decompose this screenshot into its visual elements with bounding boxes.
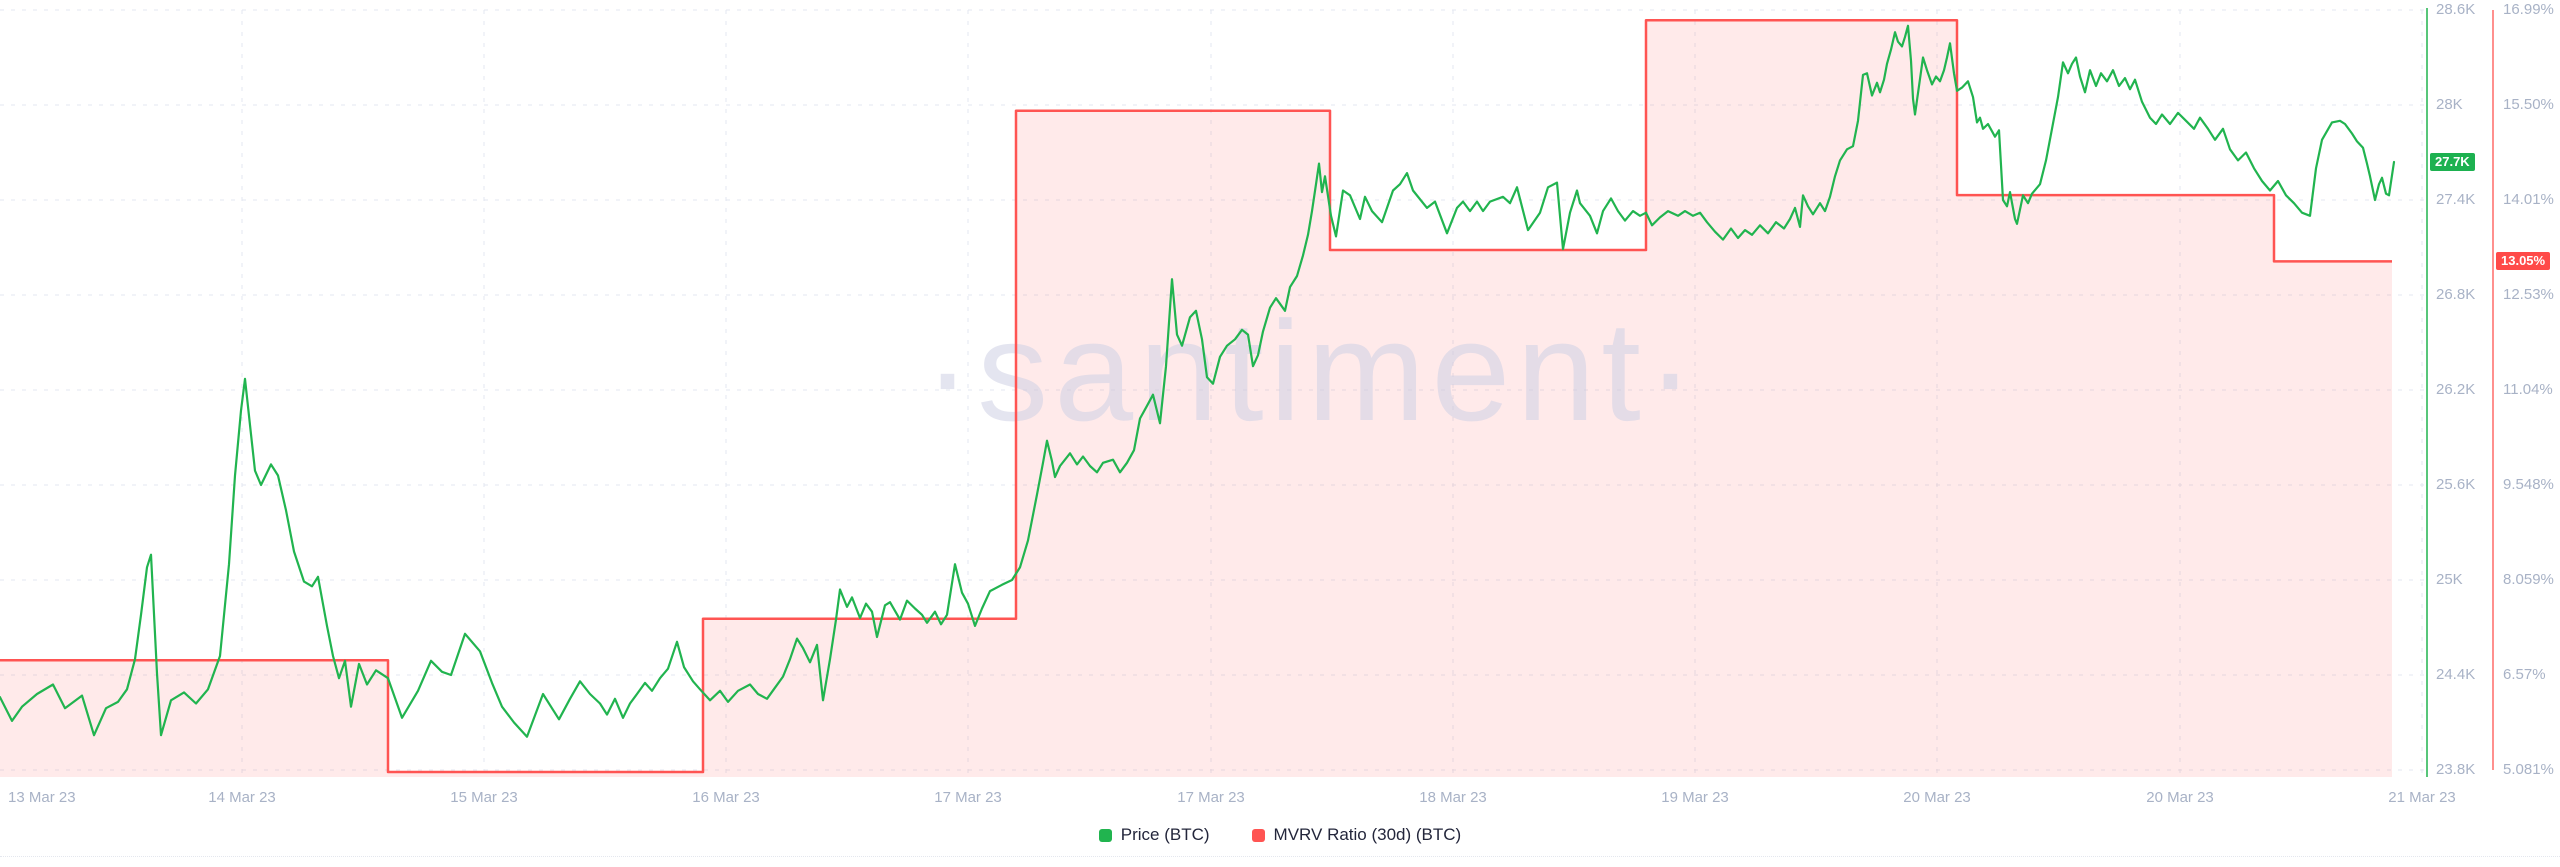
date-tick-label: 18 Mar 23 <box>1419 789 1487 806</box>
mvrv-legend-marker-icon <box>1251 828 1265 842</box>
price-line[interactable] <box>0 24 2396 738</box>
mvrv-tick-label: 12.53% <box>2503 285 2554 303</box>
date-tick-label: 15 Mar 23 <box>450 789 518 806</box>
date-tick-label: 20 Mar 23 <box>2146 789 2214 806</box>
legend-item-mvrv[interactable]: MVRV Ratio (30d) (BTC) <box>1251 825 1462 845</box>
mvrv-tick-label: 9.548% <box>2503 475 2554 493</box>
price-tick-label: 26.2K <box>2436 381 2476 398</box>
date-tick-label: 17 Mar 23 <box>1177 789 1245 806</box>
price-legend-marker-icon <box>1098 828 1112 842</box>
price-tick-label: 23.8K <box>2436 761 2476 778</box>
price-tick-label: 28.6K <box>2436 1 2476 18</box>
price-current-value-badge: 27.7K <box>2430 153 2475 171</box>
gridlines <box>0 9 2427 777</box>
date-tick-label: 19 Mar 23 <box>1661 789 1729 806</box>
date-tick-label: 17 Mar 23 <box>934 789 1002 806</box>
santiment-watermark: ·santiment· <box>924 292 1700 451</box>
price-tick-label: 27.4K <box>2436 191 2476 208</box>
mvrv-tick-label: 6.57% <box>2503 665 2546 683</box>
mvrv-current-value-badge: 13.05% <box>2496 252 2551 271</box>
mvrv-step-line[interactable] <box>0 18 2392 774</box>
price-tick-label: 24.4K <box>2436 666 2476 683</box>
mvrv-tick-label: 14.01% <box>2503 191 2554 209</box>
price-tick-label: 25K <box>2436 571 2463 588</box>
legend-item-price[interactable]: Price (BTC) <box>1098 825 1210 845</box>
date-tick-label: 13 Mar 23 <box>8 789 76 806</box>
date-tick-label: 14 Mar 23 <box>208 789 276 806</box>
mvrv-tick-label: 16.99% <box>2503 1 2554 18</box>
mvrv-tick-label: 8.059% <box>2503 570 2554 588</box>
mvrv-tick-label: 11.04% <box>2503 380 2553 398</box>
price-tick-label: 25.6K <box>2436 476 2476 493</box>
legend-label: MVRV Ratio (30d) (BTC) <box>1273 825 1462 844</box>
mvrv-tick-label: 5.081% <box>2503 761 2554 778</box>
legend-label: Price (BTC) <box>1120 825 1210 844</box>
mvrv-tick-label: 15.50% <box>2503 96 2554 114</box>
bottom-divider <box>0 856 2560 857</box>
date-tick-label: 21 Mar 23 <box>2388 789 2456 806</box>
date-tick-label: 20 Mar 23 <box>1903 789 1971 806</box>
chart-legend: Price (BTC) MVRV Ratio (30d) (BTC) <box>0 825 2560 845</box>
price-tick-label: 26.8K <box>2436 286 2476 303</box>
date-tick-label: 16 Mar 23 <box>692 789 760 806</box>
price-tick-label: 28K <box>2436 96 2463 113</box>
